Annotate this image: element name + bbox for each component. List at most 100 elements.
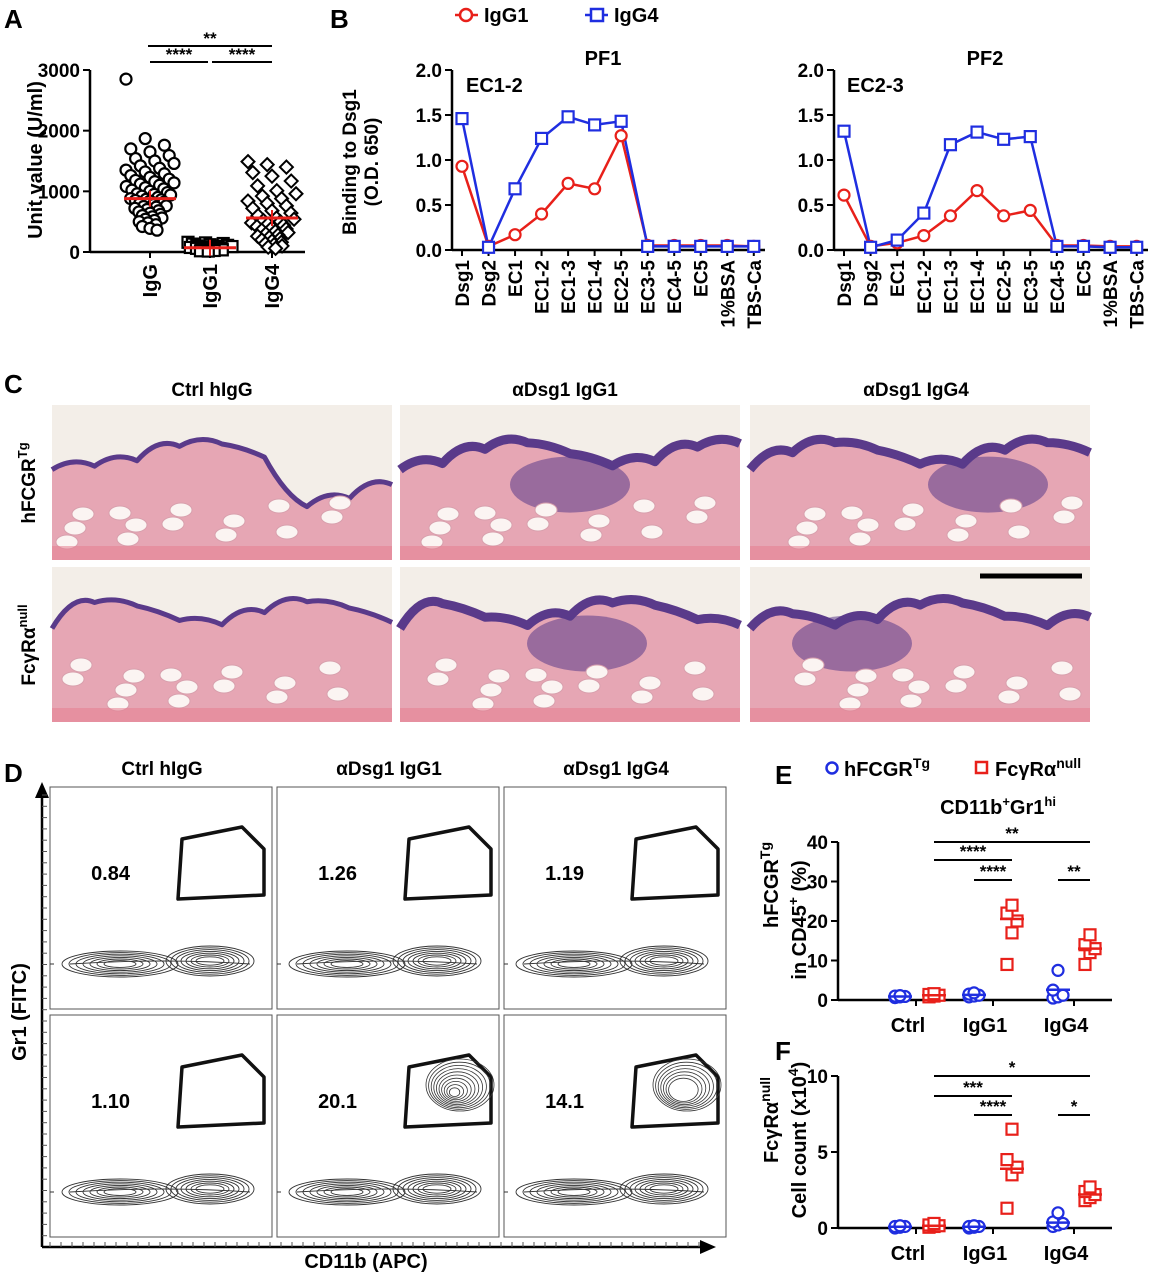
panel-d-col-title-1: Ctrl hIgG bbox=[121, 759, 202, 780]
panel-b-xtick-label: Dsg2 bbox=[862, 260, 883, 306]
histology-adipocyte bbox=[801, 657, 825, 673]
histology-adipocyte bbox=[275, 524, 299, 540]
histology-adipocyte bbox=[167, 693, 191, 709]
panel-a-ytick-label: 0 bbox=[69, 243, 80, 264]
dotplot-ytick-label: 0 bbox=[817, 991, 828, 1012]
panel-b-point bbox=[588, 182, 602, 196]
histology-adipocyte bbox=[124, 517, 148, 533]
panel-b-ytick-label: 1.0 bbox=[416, 151, 442, 172]
legend-igg1-label: IgG1 bbox=[484, 5, 528, 27]
histology-adipocyte bbox=[693, 495, 717, 511]
panel-b: B IgG1 IgG4 Binding to Dsg1 (O.D. 650) 0… bbox=[330, 4, 1149, 329]
panel-b-annotation: EC1-2 bbox=[466, 75, 523, 97]
histology-adipocyte bbox=[691, 686, 715, 702]
flow-plot-frame bbox=[503, 786, 727, 1010]
histology-adipocyte bbox=[108, 505, 132, 521]
flow-gate-percent: 0.84 bbox=[91, 863, 131, 885]
histology-image-tissue bbox=[397, 434, 742, 560]
panel-d-x-axis-arrowhead bbox=[700, 1240, 716, 1254]
dotplot-xtick-label: IgG4 bbox=[1044, 1243, 1089, 1265]
dotplot-point bbox=[927, 987, 941, 1001]
flow-contour-gated bbox=[652, 1058, 722, 1112]
flow-contour-left bbox=[522, 952, 626, 976]
histology-adipocyte bbox=[846, 682, 870, 698]
histology-adipocyte bbox=[526, 516, 550, 532]
histology-adipocyte bbox=[1050, 660, 1074, 676]
dotplot-point bbox=[1000, 1201, 1014, 1215]
panel-b-xtick-label: Dsg1 bbox=[453, 260, 474, 307]
panel-b-point bbox=[534, 131, 549, 145]
histology-adipocyte bbox=[632, 498, 656, 514]
panel-b-point bbox=[1130, 240, 1144, 254]
panel-a-xtick-label: IgG bbox=[140, 264, 162, 297]
panel-a-points bbox=[119, 72, 304, 258]
flow-contour-gated bbox=[657, 1065, 714, 1109]
flow-contour-left bbox=[536, 1183, 612, 1201]
flow-contour-left bbox=[309, 955, 385, 973]
panel-a-point bbox=[264, 168, 280, 185]
histology-adipocyte bbox=[1007, 524, 1031, 540]
dotplot-point bbox=[1078, 957, 1092, 972]
panel-a-xtick-label: IgG1 bbox=[200, 264, 222, 308]
flow-plot-frame bbox=[276, 1014, 500, 1238]
panel-d-xlabel: CD11b (APC) bbox=[304, 1251, 427, 1273]
dotplot-point bbox=[927, 1216, 941, 1231]
flow-contour-left bbox=[550, 958, 598, 970]
panel-b-xtick-label: EC1-2 bbox=[533, 260, 554, 314]
panel-a-point bbox=[240, 153, 256, 170]
flow-contour-left bbox=[61, 950, 179, 978]
legend-hfcgr-marker bbox=[825, 761, 839, 775]
panel-b-point bbox=[837, 188, 851, 202]
flow-contour-left bbox=[82, 1183, 158, 1201]
panel-a-xtick-label: IgG4 bbox=[262, 263, 284, 308]
panel-a-point bbox=[138, 131, 152, 146]
panel-a-point bbox=[119, 72, 133, 86]
histology-adipocyte bbox=[1060, 495, 1084, 511]
panel-d-y-axis-arrowhead bbox=[35, 782, 49, 798]
panel-a-point bbox=[280, 224, 296, 241]
histology-adipocyte bbox=[479, 682, 503, 698]
histology-adipocyte bbox=[944, 678, 968, 694]
panel-b-xtick-label: TBS-Ca bbox=[1128, 260, 1149, 329]
panel-a-point bbox=[167, 176, 181, 190]
histology-adipocyte bbox=[585, 664, 609, 680]
dotplot-sig-label: **** bbox=[960, 842, 987, 861]
dotplot-point bbox=[1051, 963, 1065, 977]
histology-adipocyte bbox=[473, 505, 497, 521]
panel-c-row-label-1: hFCGRTg bbox=[15, 442, 40, 523]
panel-b-xtick-label: EC2-5 bbox=[995, 260, 1016, 314]
histology-infiltrate bbox=[792, 615, 912, 672]
panel-letter-a: A bbox=[4, 4, 23, 34]
panel-a-point bbox=[288, 185, 304, 202]
histology-adipocyte bbox=[159, 667, 183, 683]
panel-b-series-line bbox=[842, 188, 1137, 248]
panel-b-xtick-label: 1%BSA bbox=[718, 260, 739, 328]
histology-epidermis bbox=[746, 594, 1092, 632]
flow-gate-percent: 1.26 bbox=[318, 863, 357, 885]
panel-b-legend: IgG1 IgG4 bbox=[455, 5, 659, 27]
flow-contour-bridge bbox=[69, 1188, 251, 1193]
dotplot-ytick-label: 0 bbox=[817, 1219, 828, 1240]
dotplot-point bbox=[1010, 914, 1024, 928]
histology-adipocyte bbox=[524, 667, 548, 683]
flow-contour-left bbox=[295, 1180, 399, 1204]
panel-a-ytick-label: 1000 bbox=[38, 182, 80, 203]
flow-contour-left bbox=[323, 958, 371, 970]
panel-b-point bbox=[970, 184, 984, 198]
histology-adipocyte bbox=[1005, 675, 1029, 691]
panel-b-point bbox=[455, 111, 469, 126]
panel-b-point bbox=[614, 114, 628, 128]
flow-contour-left bbox=[515, 1178, 633, 1206]
dotplot-point bbox=[1000, 1152, 1014, 1167]
histology-adipocyte bbox=[999, 498, 1023, 514]
panel-b-point bbox=[534, 207, 549, 221]
flow-plot-frame bbox=[503, 1014, 727, 1238]
panel-b-point bbox=[1050, 239, 1064, 253]
panel-b-xtick-label: EC1-2 bbox=[915, 260, 936, 314]
dotplot-xtick-label: IgG1 bbox=[963, 1015, 1007, 1037]
panel-a: A Unit value (U/ml) 0 1000 2000 3000 IgG IgG1… bbox=[4, 4, 305, 308]
panel-f: F FcγRαnull Cell count (x104) 0 5 10 Ctrl Ig… bbox=[757, 1036, 1112, 1265]
flow-contour-gated bbox=[433, 1068, 484, 1107]
histology-adipocyte bbox=[114, 682, 138, 698]
